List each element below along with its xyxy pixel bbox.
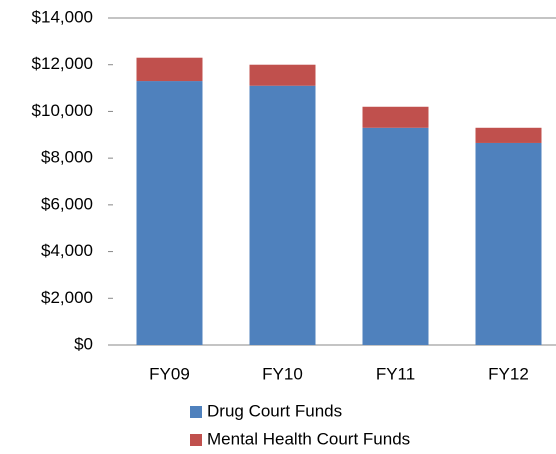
bar-segment xyxy=(249,64,316,86)
legend-label: Drug Court Funds xyxy=(207,401,342,420)
bar-segment xyxy=(362,127,429,346)
bar-segment xyxy=(362,106,429,128)
legend-swatch xyxy=(190,406,202,418)
y-tick-label: $0 xyxy=(74,334,93,353)
y-tick-label: $14,000 xyxy=(32,7,93,26)
bar-segment xyxy=(475,142,542,345)
x-tick-label: FY11 xyxy=(376,364,415,383)
bar-segment xyxy=(136,57,203,82)
y-tick-label: $12,000 xyxy=(32,54,93,73)
legend-label: Mental Health Court Funds xyxy=(207,429,410,448)
x-tick-label: FY10 xyxy=(262,364,303,383)
y-tick-label: $10,000 xyxy=(32,101,93,120)
legend-swatch xyxy=(190,434,202,446)
y-tick-label: $2,000 xyxy=(41,288,93,307)
bar-segment xyxy=(475,127,542,143)
bar-segment xyxy=(136,81,203,346)
y-tick-label: $6,000 xyxy=(41,194,93,213)
bar-segment xyxy=(249,85,316,345)
x-tick-label: FY09 xyxy=(149,364,190,383)
y-tick-label: $8,000 xyxy=(41,148,93,167)
x-tick-label: FY12 xyxy=(488,364,529,383)
y-tick-label: $4,000 xyxy=(41,241,93,260)
